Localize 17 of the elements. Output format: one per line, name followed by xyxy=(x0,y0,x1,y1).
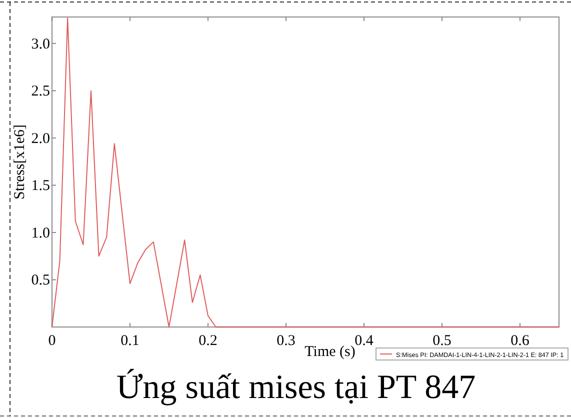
line-series xyxy=(52,17,559,328)
y-tick-label: 3.0 xyxy=(31,36,50,52)
y-axis-title: Stress[x1e6] xyxy=(12,124,28,200)
y-tick-label: 2.0 xyxy=(31,130,50,147)
x-tick-label: 0.1 xyxy=(120,333,140,349)
y-tick-label: 2.5 xyxy=(31,84,50,100)
x-tick-label: 0.4 xyxy=(354,333,374,349)
x-tick-label: 0.5 xyxy=(432,333,452,349)
y-tick-label: 1.0 xyxy=(31,225,50,242)
y-tick-label: 0.5 xyxy=(31,272,50,289)
x-tick-label: 0 xyxy=(48,333,56,349)
x-tick-label: 0.6 xyxy=(510,333,530,349)
x-tick-label: 0.2 xyxy=(198,333,218,349)
x-tick-label: 0.3 xyxy=(276,333,296,349)
text: Ứng suất mises tại PT 847 xyxy=(116,368,476,406)
x-axis-title: Time (s) xyxy=(304,344,356,360)
y-tick-label: 1.5 xyxy=(31,178,50,194)
